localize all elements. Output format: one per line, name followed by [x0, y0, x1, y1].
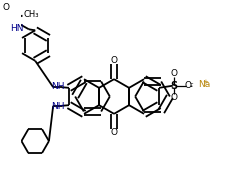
Text: O: O [184, 81, 191, 90]
Text: Na: Na [198, 80, 210, 89]
Text: NH: NH [51, 102, 64, 111]
Text: O: O [2, 3, 9, 12]
Text: •: • [189, 84, 193, 89]
Text: –: – [190, 80, 193, 86]
Text: NH: NH [51, 82, 64, 91]
Text: CH₃: CH₃ [24, 10, 39, 19]
Text: +: + [202, 79, 208, 85]
Text: O: O [170, 69, 177, 78]
Text: O: O [110, 128, 118, 137]
Text: O: O [170, 93, 177, 102]
Text: HN: HN [10, 24, 24, 33]
Text: S: S [170, 81, 177, 91]
Text: O: O [110, 56, 118, 65]
